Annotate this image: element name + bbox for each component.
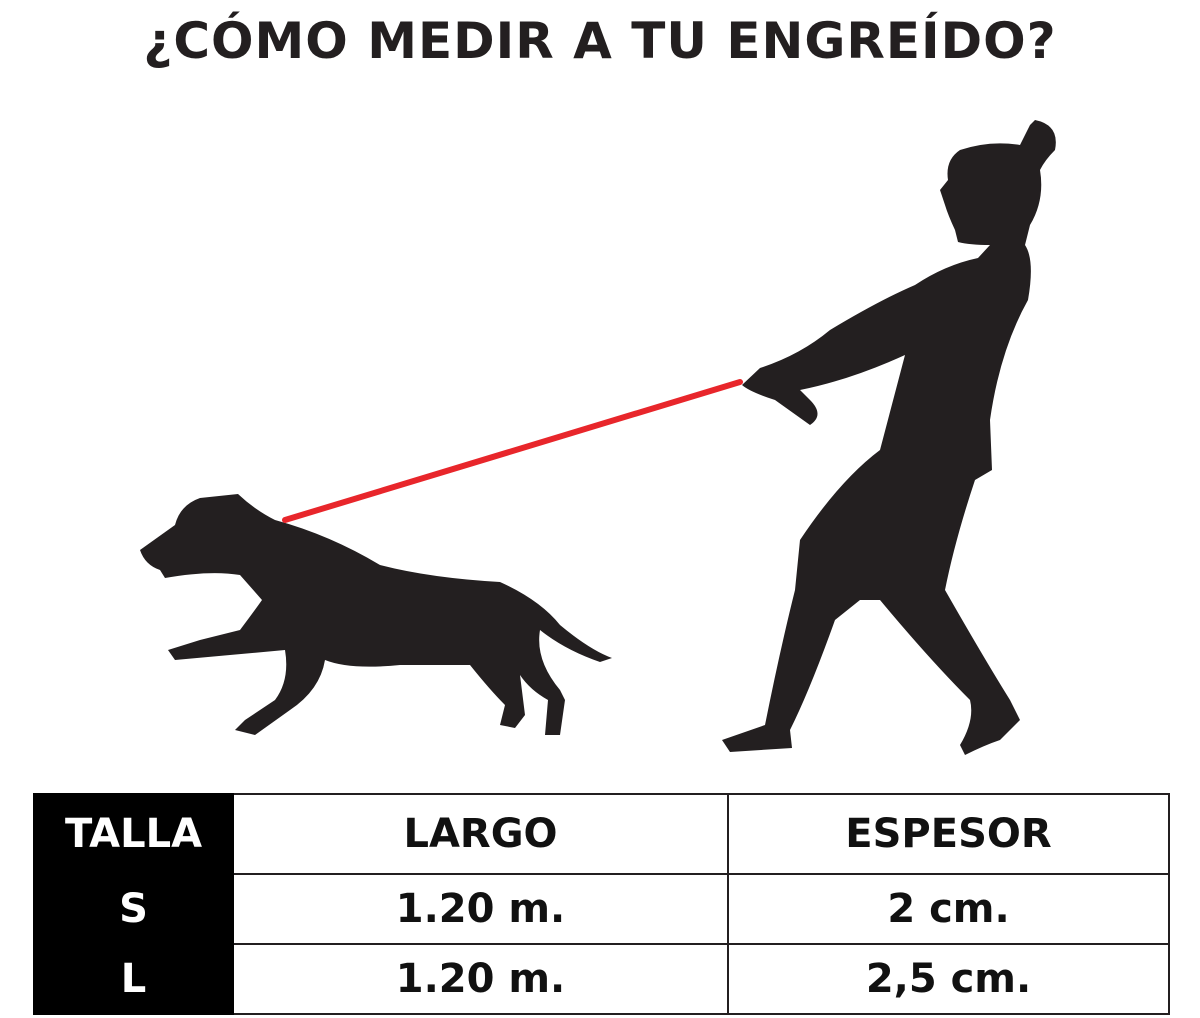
length-cell: 1.20 m.: [232, 873, 729, 945]
page-title: ¿CÓMO MEDIR A TU ENGREÍDO?: [143, 12, 1057, 70]
header-largo: LARGO: [232, 793, 729, 875]
table-header-row: TALLA LARGO ESPESOR: [33, 793, 1170, 875]
size-table: TALLA LARGO ESPESOR S 1.20 m. 2 cm. L 1.…: [33, 793, 1170, 1015]
size-cell: L: [33, 943, 234, 1015]
illustration: [140, 120, 1056, 755]
table-row: L 1.20 m. 2,5 cm.: [33, 943, 1170, 1015]
size-cell: S: [33, 873, 234, 945]
table-row: S 1.20 m. 2 cm.: [33, 873, 1170, 945]
thickness-cell: 2,5 cm.: [727, 943, 1170, 1015]
thickness-cell: 2 cm.: [727, 873, 1170, 945]
length-cell: 1.20 m.: [232, 943, 729, 1015]
header-talla: TALLA: [33, 793, 234, 875]
header-espesor: ESPESOR: [727, 793, 1170, 875]
woman-silhouette: [722, 120, 1056, 755]
leash: [282, 379, 743, 523]
dog-silhouette: [140, 494, 612, 735]
